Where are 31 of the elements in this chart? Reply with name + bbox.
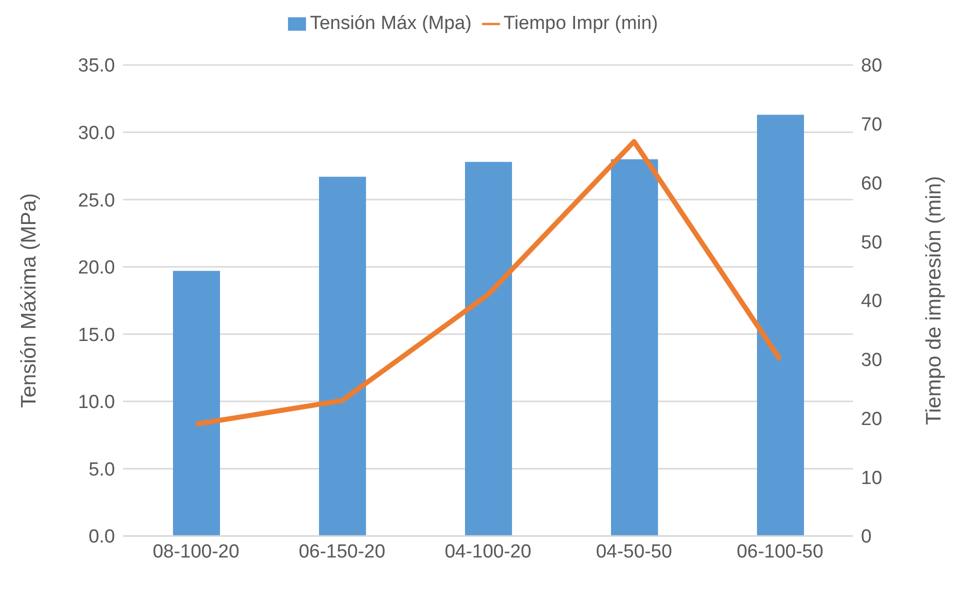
y2-tick-label: 10 [861,468,882,489]
x-tick-label: 06-150-20 [298,541,386,562]
bar [319,176,366,536]
bar [173,270,220,536]
y-axis-title: Tensión Máxima (MPa) [17,193,40,408]
y-tick-label: 20.0 [78,258,115,279]
bar [465,162,512,536]
y2-tick-label: 30 [861,350,882,372]
y2-tick-label: 40 [861,291,882,312]
y-tick-label: 25.0 [78,190,115,212]
y2-tick-label: 70 [861,114,882,136]
legend-label: Tensión Máx (Mpa) [310,13,472,34]
y2-tick-label: 0 [861,526,872,548]
y-tick-label: 15.0 [78,324,115,346]
y2-tick-label: 60 [861,173,882,194]
bar [611,159,658,536]
x-tick-label: 04-50-50 [596,541,672,562]
y-tick-label: 0.0 [88,526,115,548]
y-tick-label: 5.0 [88,459,115,480]
y2-tick-label: 50 [861,232,882,254]
y2-tick-label: 20 [861,408,882,430]
y2-axis-title: Tiempo de impresión (min) [922,176,946,425]
legend-label: Tiempo Impr (min) [504,13,658,34]
y-tick-label: 30.0 [78,123,115,144]
x-tick-label: 06-100-50 [736,541,824,562]
x-tick-label: 04-100-20 [444,541,532,562]
y2-tick-label: 80 [861,56,882,77]
y-tick-label: 10.0 [78,392,115,414]
bar [757,114,804,536]
y-tick-label: 35.0 [78,56,115,77]
x-tick-label: 08-100-20 [152,541,240,562]
